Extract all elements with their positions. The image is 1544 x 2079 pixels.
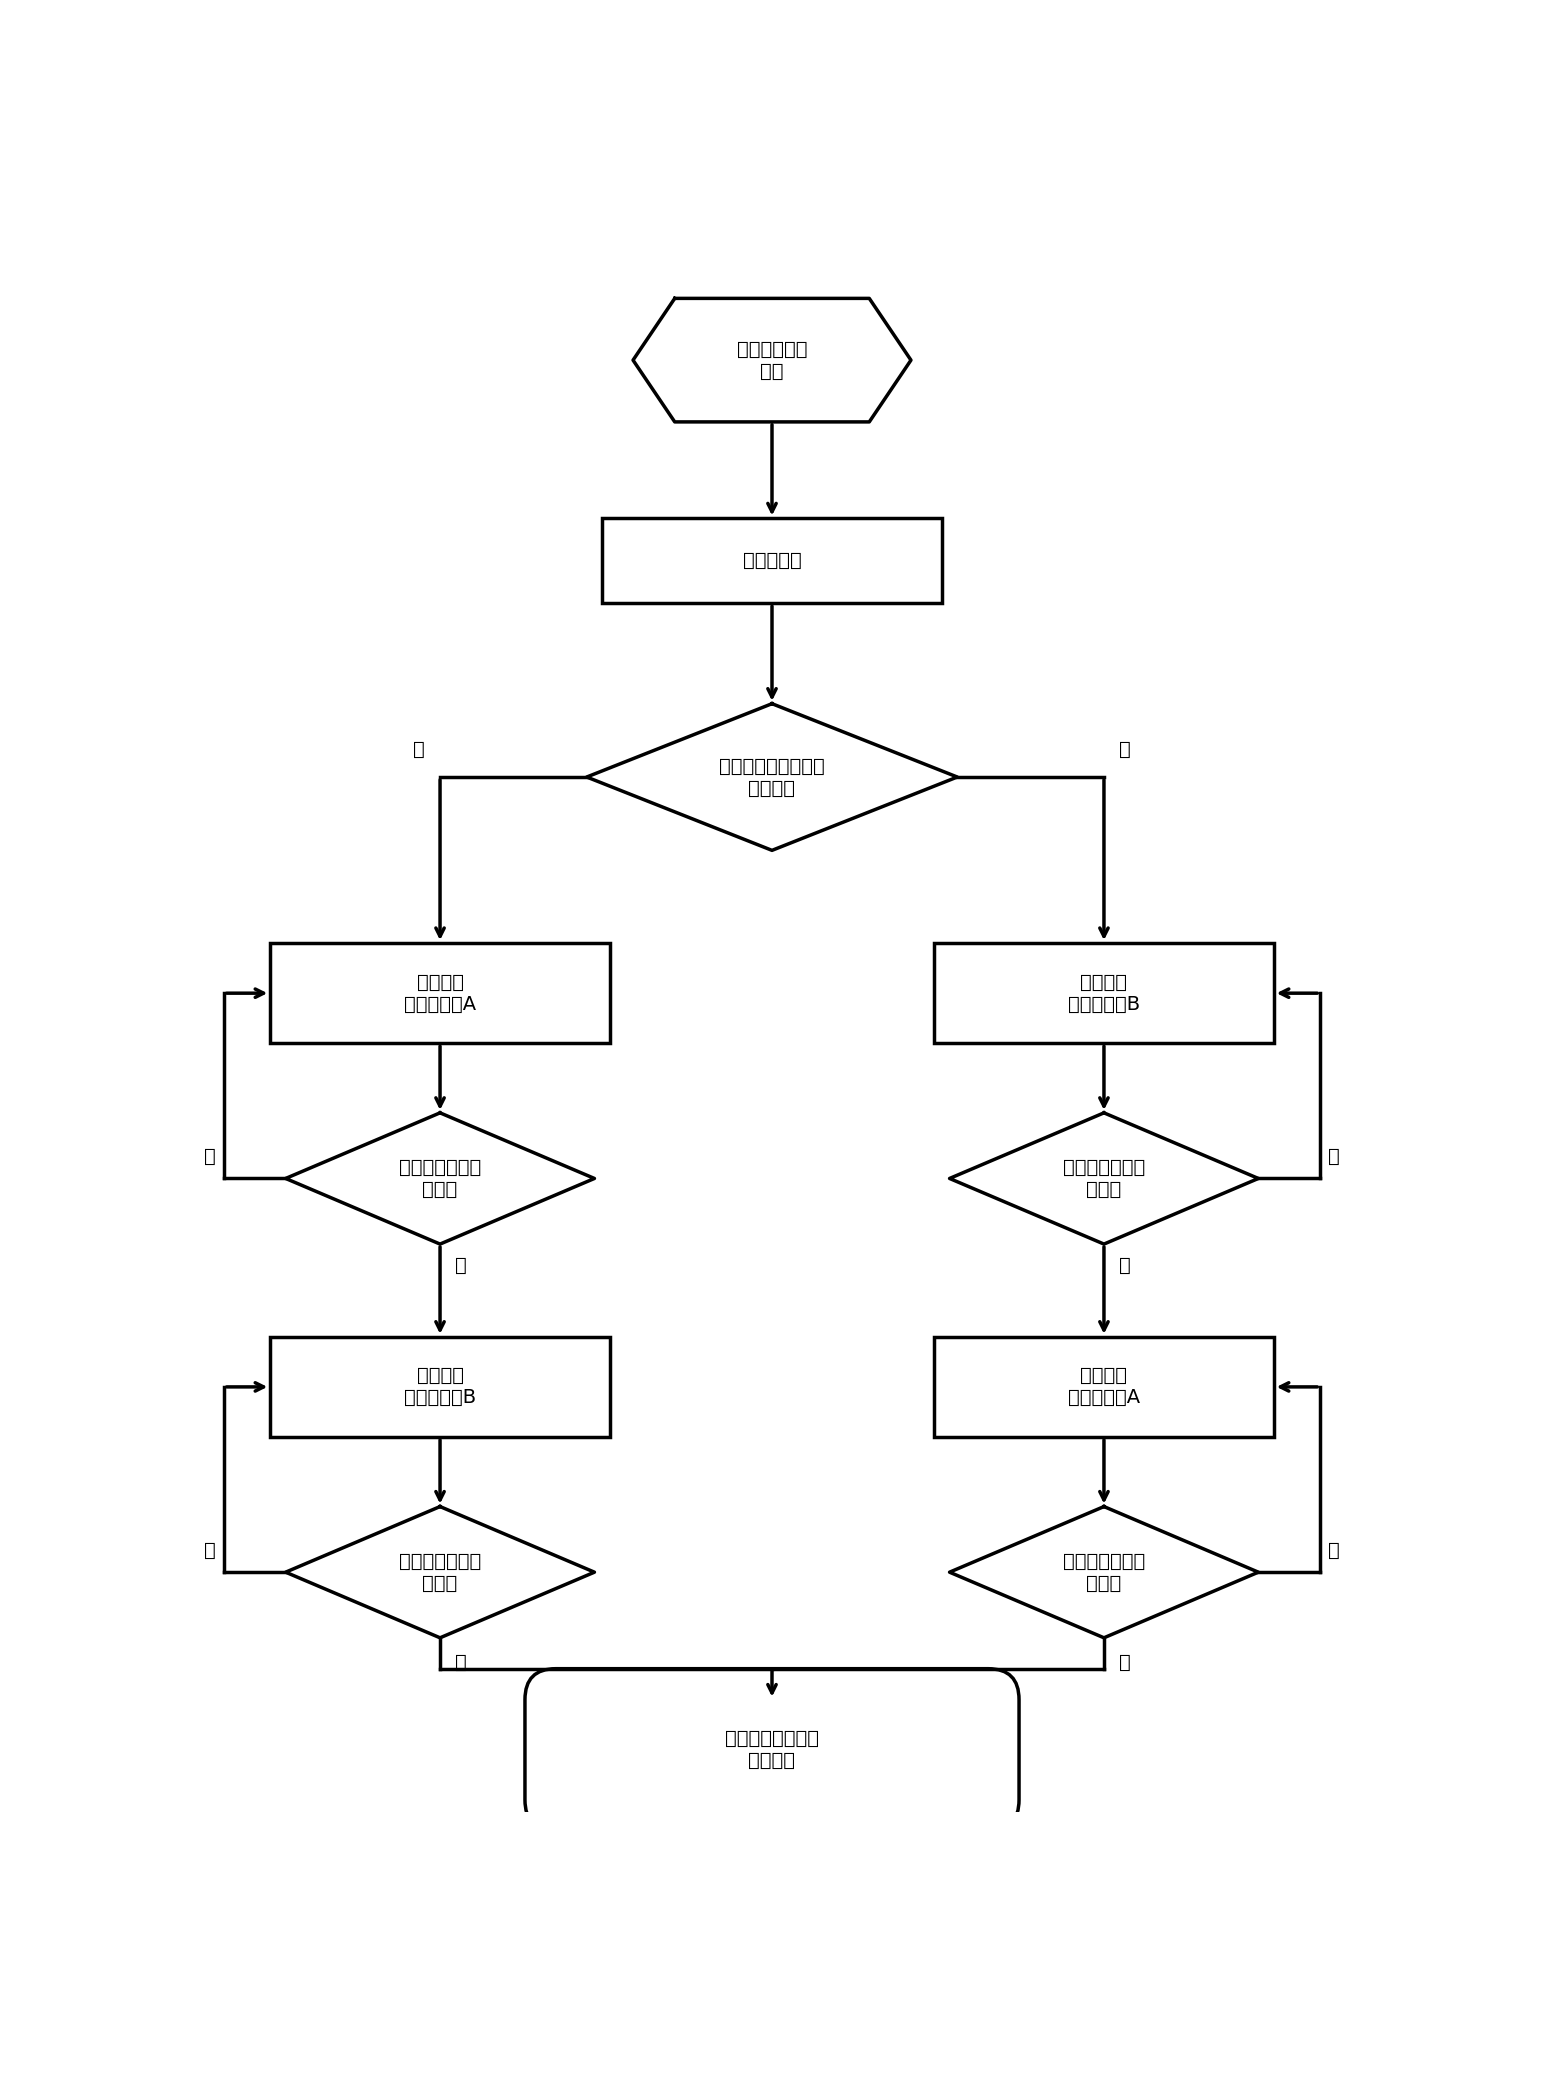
- Text: 调节一次
粗调控制字B: 调节一次 粗调控制字B: [1068, 973, 1139, 1015]
- FancyBboxPatch shape: [525, 1669, 1019, 1832]
- Text: 断开比较器输入端
校准完成: 断开比较器输入端 校准完成: [726, 1730, 818, 1769]
- Text: 比较结果是否发
生变化: 比较结果是否发 生变化: [398, 1158, 482, 1200]
- Text: 否: 否: [1328, 1148, 1340, 1166]
- Text: 短接比较器输
入端: 短接比较器输 入端: [736, 339, 808, 380]
- Text: 是: 是: [455, 1256, 468, 1274]
- Bar: [602, 518, 942, 603]
- Text: 是: 是: [455, 1653, 468, 1672]
- Text: 高: 高: [412, 740, 425, 759]
- Text: 重置控制字: 重置控制字: [743, 551, 801, 570]
- Bar: [270, 944, 610, 1044]
- Text: 是: 是: [1119, 1256, 1132, 1274]
- Text: 是: 是: [1119, 1653, 1132, 1672]
- Text: 比较结果是否发
生变化: 比较结果是否发 生变化: [1062, 1158, 1146, 1200]
- Text: 比较结果是否发
生变化: 比较结果是否发 生变化: [398, 1551, 482, 1593]
- Bar: [270, 1337, 610, 1437]
- Bar: [934, 944, 1274, 1044]
- Bar: [934, 1337, 1274, 1437]
- Text: 根据比较结果选择调
节控制字: 根据比较结果选择调 节控制字: [720, 757, 824, 798]
- Text: 否: 否: [204, 1541, 216, 1559]
- Text: 调节一次
粗调控制字A: 调节一次 粗调控制字A: [405, 973, 476, 1015]
- Text: 否: 否: [1328, 1541, 1340, 1559]
- Text: 调节一次
细调控制字B: 调节一次 细调控制字B: [405, 1366, 476, 1407]
- Text: 比较结果是否发
生变化: 比较结果是否发 生变化: [1062, 1551, 1146, 1593]
- Text: 调节一次
细调控制字A: 调节一次 细调控制字A: [1068, 1366, 1139, 1407]
- Text: 否: 否: [204, 1148, 216, 1166]
- Text: 低: 低: [1119, 740, 1132, 759]
